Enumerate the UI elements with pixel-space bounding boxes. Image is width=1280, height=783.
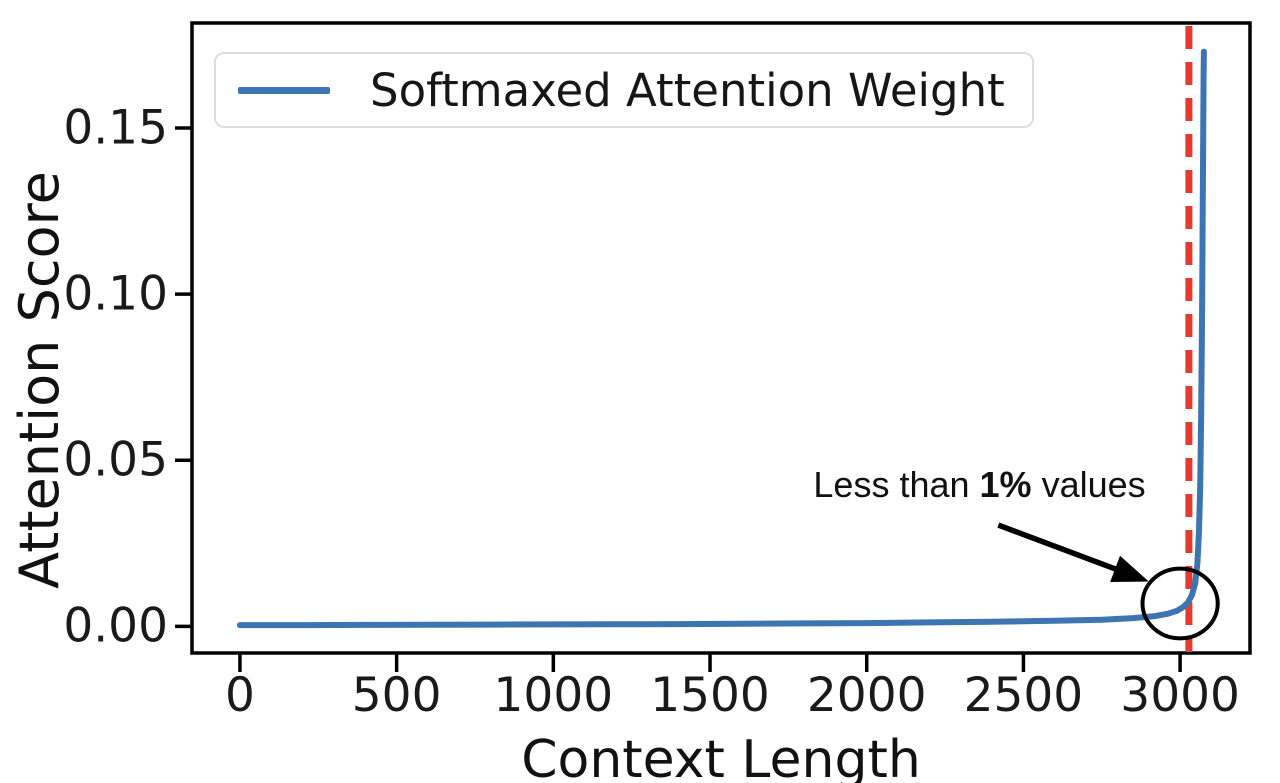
legend: Softmaxed Attention Weight	[214, 52, 1034, 128]
plot-border	[190, 21, 1252, 655]
y-axis-title: Attention Score	[8, 171, 71, 589]
highlight-ellipse	[1140, 566, 1220, 641]
legend-label: Softmaxed Attention Weight	[370, 63, 1005, 117]
x-tick-label: 2000	[806, 668, 927, 723]
x-tick-label: 0	[224, 668, 255, 723]
annotation-arrow-shaft	[997, 522, 1132, 578]
annotation-text-prefix: Less than	[813, 464, 980, 506]
y-tick-label: 0.15	[63, 100, 168, 156]
x-tick-label: 500	[351, 668, 442, 723]
x-tick-label: 1500	[650, 668, 770, 723]
x-tick-label: 1000	[493, 668, 614, 723]
annotation-text-bold: 1%	[979, 464, 1032, 506]
y-tick-label: 0.00	[63, 598, 168, 654]
x-axis-title: Context Length	[521, 730, 921, 783]
annotation-text-suffix: values	[1031, 464, 1146, 506]
x-tick-label: 2500	[963, 668, 1084, 723]
y-tick-label: 0.10	[63, 266, 168, 322]
annotation-text: Less than 1% values	[813, 467, 1145, 503]
legend-line-sample	[238, 86, 330, 94]
x-tick-label: 3000	[1120, 668, 1240, 723]
attention-curve	[236, 48, 1207, 629]
annotation-arrow-head	[1110, 555, 1149, 583]
y-tick-label: 0.05	[63, 432, 168, 488]
